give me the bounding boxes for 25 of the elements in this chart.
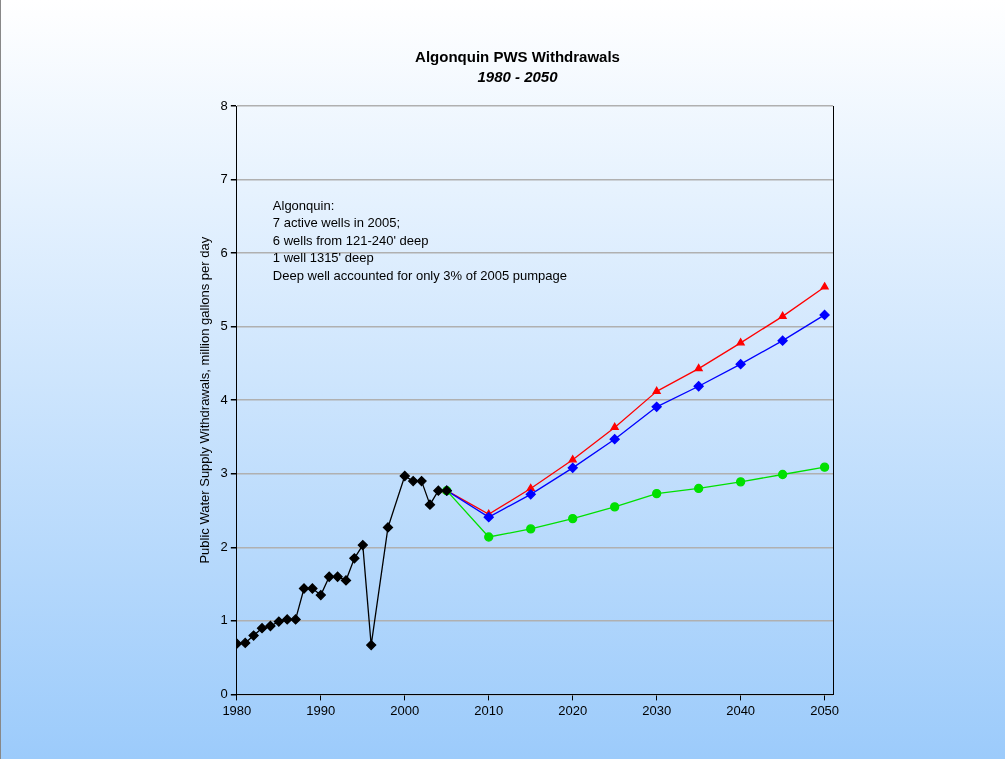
- x-tick-label: 2040: [726, 702, 756, 718]
- y-tick-label: 2: [220, 538, 228, 554]
- annotation: 7 active wells in 2005;: [272, 215, 401, 231]
- y-tick-label: 5: [220, 318, 228, 334]
- annotation: 6 wells from 121-240' deep: [272, 232, 429, 248]
- annotation: Algonquin:: [272, 197, 335, 213]
- y-axis-title: Public Water Supply Withdrawals, million gallons per day: [197, 236, 213, 564]
- x-tick-label: 2050: [810, 702, 840, 718]
- x-tick-label: 2000: [390, 702, 420, 718]
- x-tick-label: 2020: [558, 702, 588, 718]
- annotation: 1 well 1315' deep: [272, 250, 374, 266]
- x-tick-label: 1990: [306, 702, 336, 718]
- y-tick-label: 4: [220, 391, 228, 407]
- y-tick-label: 3: [220, 465, 228, 481]
- y-tick-label: 8: [220, 97, 228, 113]
- x-tick-label: 2010: [474, 702, 504, 718]
- chart-subtitle: 1980 - 2050: [477, 68, 559, 86]
- chart-title: Algonquin PWS Withdrawals: [415, 48, 620, 66]
- annotation: Deep well accounted for only 3% of 2005 pumpage: [272, 267, 567, 283]
- x-tick-label: 1980: [222, 702, 252, 718]
- x-tick-label: 2030: [642, 702, 672, 718]
- y-tick-label: 1: [220, 612, 228, 628]
- y-tick-label: 6: [220, 244, 228, 260]
- y-tick-label: 0: [220, 685, 228, 701]
- y-tick-label: 7: [220, 171, 228, 187]
